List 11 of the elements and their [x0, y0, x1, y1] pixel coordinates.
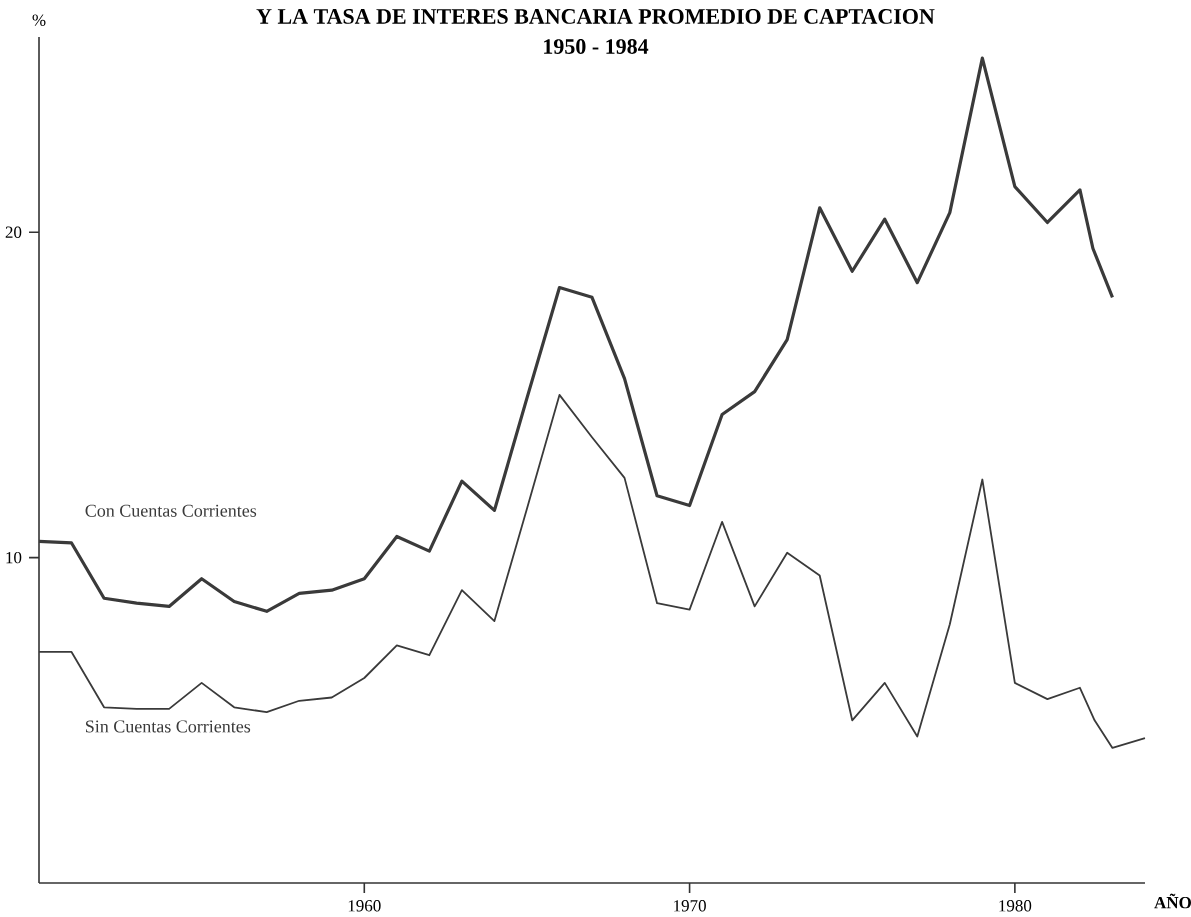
chart-subtitle: 1950 - 1984 [544, 39, 649, 54]
y-tick-label: 20 [5, 226, 22, 238]
y-axis-title: % [32, 14, 46, 26]
chart-title: Y LA TASA DE INTERES BANCARIA PROMEDIO DE CAPTACION [256, 9, 935, 24]
series-label: Sin Cuentas Corrientes [85, 720, 251, 733]
y-tick-label: 10 [6, 551, 22, 564]
x-tick-label: 1970 [674, 900, 706, 912]
x-tick-label: 1980 [999, 900, 1032, 912]
series-label: Con Cuentas Corrientes [85, 504, 257, 517]
x-axis-title: AÑO [1154, 893, 1191, 909]
x-tick-label: 1960 [348, 900, 381, 912]
